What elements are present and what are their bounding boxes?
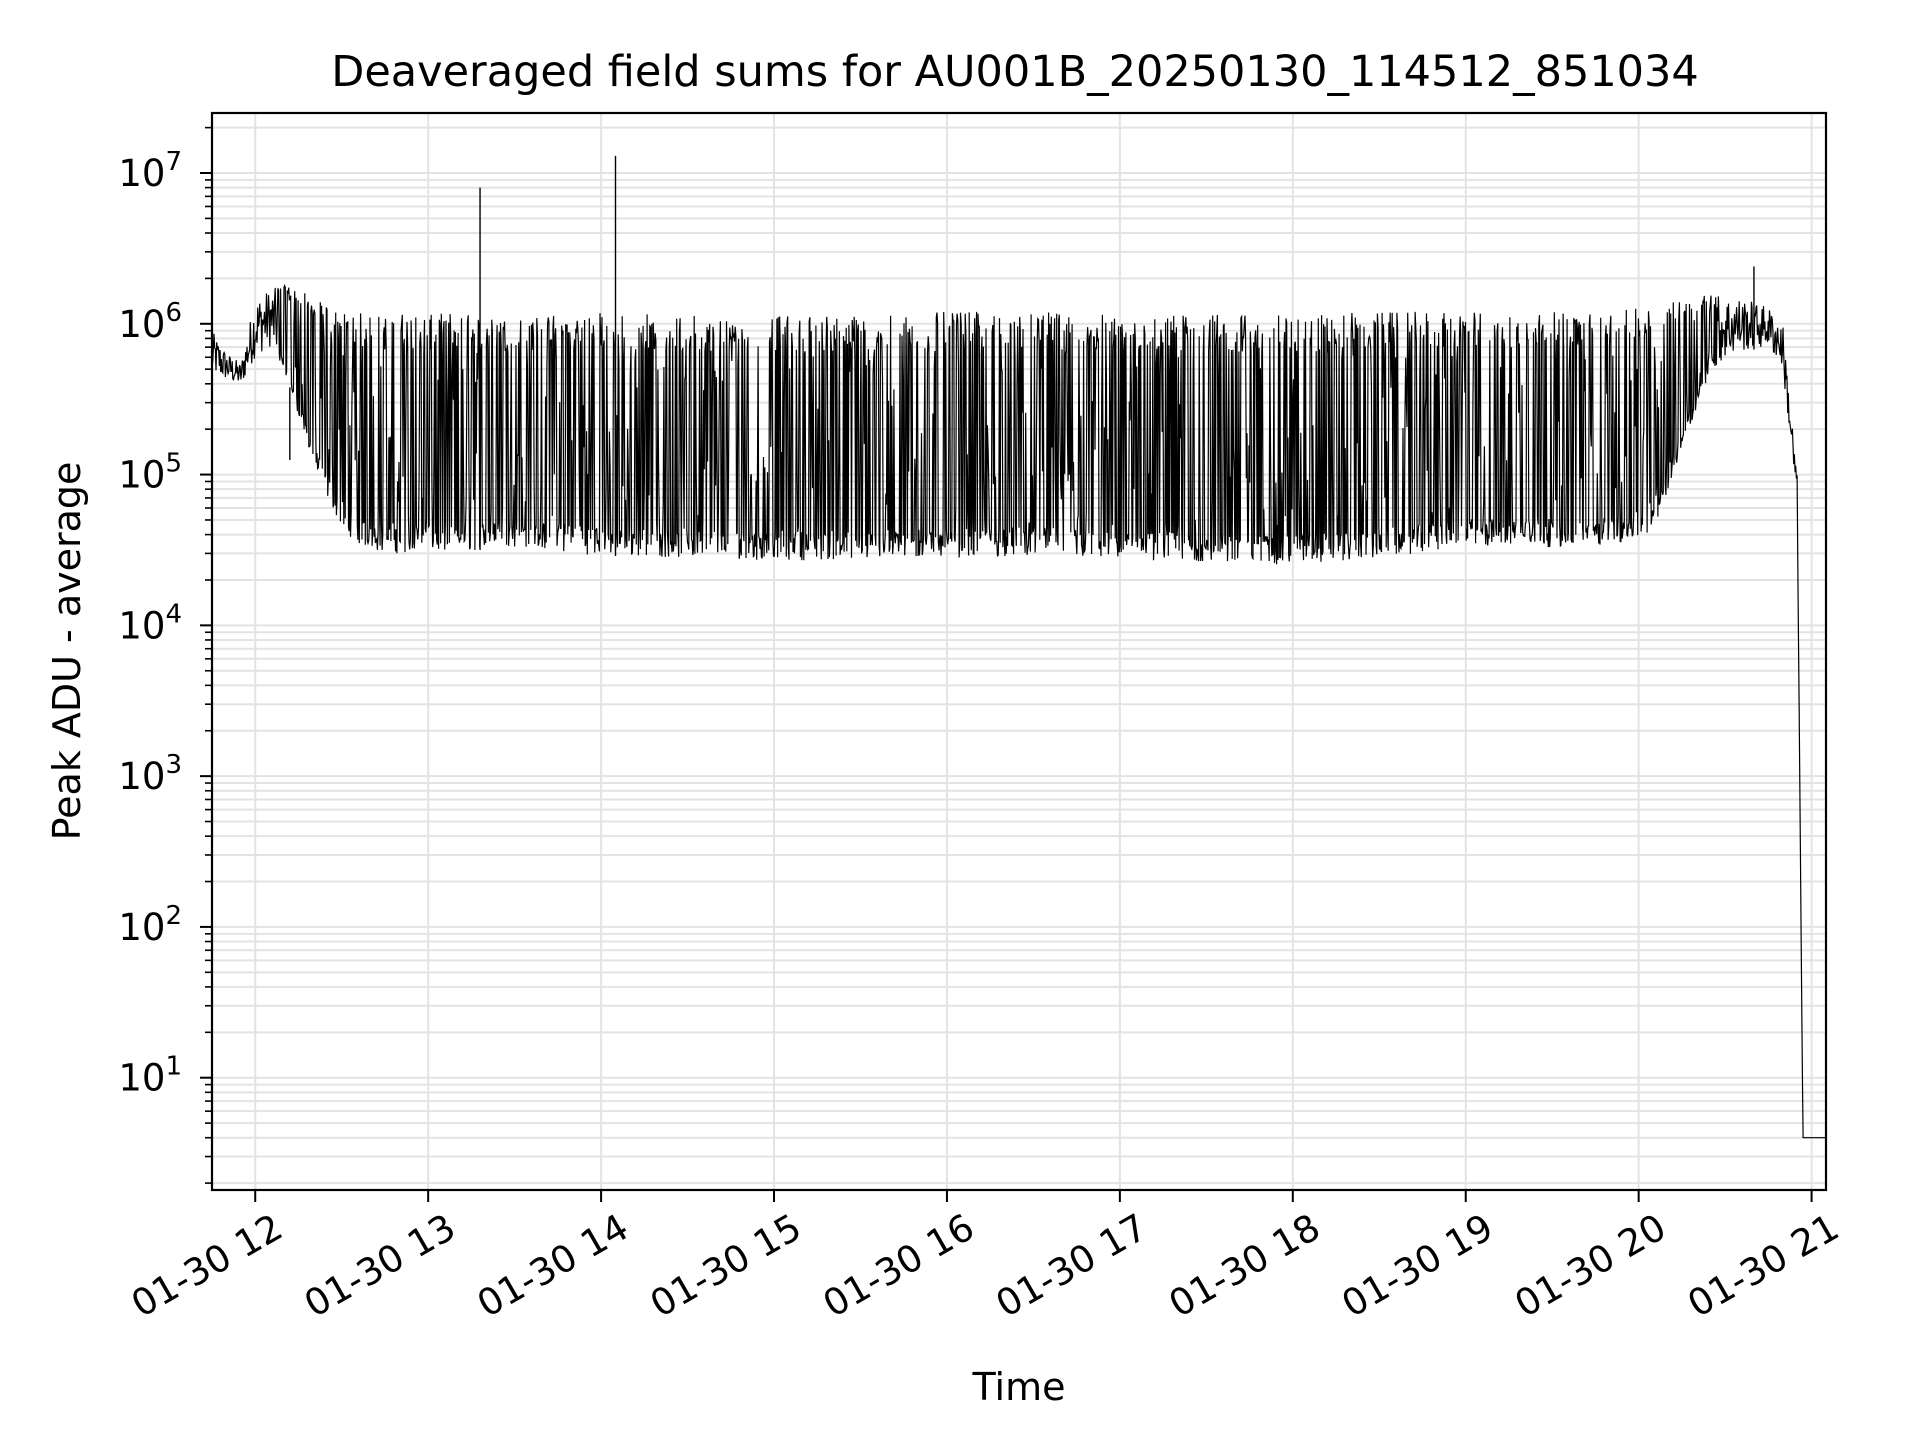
data-series xyxy=(212,155,1826,1139)
y-tick-label: 103 xyxy=(118,750,182,798)
y-axis: 101 102 103 104 105 106 107 xyxy=(118,126,212,1184)
y-tick-label: 107 xyxy=(118,147,182,195)
x-axis-label: Time xyxy=(972,1365,1066,1409)
y-axis-label: Peak ADU - average xyxy=(45,462,89,841)
plot-area xyxy=(212,155,1826,1139)
y-tick-label: 105 xyxy=(118,449,182,497)
y-tick-label: 106 xyxy=(118,298,182,346)
chart-title: Deaveraged field sums for AU001B_2025013… xyxy=(331,47,1699,97)
y-tick-label: 101 xyxy=(118,1052,182,1100)
series-line xyxy=(212,283,1826,1139)
y-tick-label: 102 xyxy=(118,901,182,949)
plot-frame xyxy=(210,111,1828,1192)
y-tick-label: 104 xyxy=(118,599,182,647)
